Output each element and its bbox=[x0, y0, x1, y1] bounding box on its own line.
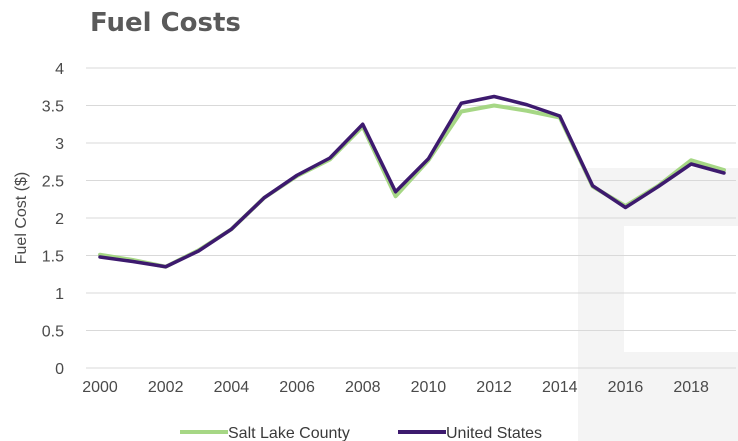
x-tick-label: 2006 bbox=[279, 379, 315, 396]
x-tick-label: 2012 bbox=[476, 379, 512, 396]
y-tick-label: 3 bbox=[55, 136, 64, 153]
gridlines bbox=[86, 67, 736, 369]
x-tick-label: 2010 bbox=[411, 379, 447, 396]
y-axis-title: Fuel Cost ($) bbox=[13, 172, 30, 264]
y-tick-label: 3.5 bbox=[42, 99, 64, 116]
x-tick-label: 2004 bbox=[214, 379, 250, 396]
x-tick-label: 2016 bbox=[608, 379, 644, 396]
y-axis-ticks: 0 0.5 1 1.5 2 2.5 3 3.5 4 bbox=[42, 61, 64, 378]
x-tick-label: 2002 bbox=[148, 379, 184, 396]
y-tick-label: 2 bbox=[55, 211, 64, 228]
x-axis-ticks: 2000 2002 2004 2006 2008 2010 2012 2014 2016 2018 bbox=[82, 379, 709, 396]
series-lines bbox=[98, 94, 726, 269]
y-tick-label: 1.5 bbox=[42, 249, 64, 266]
x-tick-label: 2018 bbox=[673, 379, 709, 396]
legend-label: Salt Lake County bbox=[228, 425, 350, 441]
x-tick-label: 2014 bbox=[542, 379, 578, 396]
series-line-united-states bbox=[98, 94, 726, 269]
x-tick-label: 2008 bbox=[345, 379, 381, 396]
legend-label: United States bbox=[446, 425, 542, 441]
watermark-shape bbox=[578, 168, 738, 441]
legend: Salt Lake County United States bbox=[180, 425, 542, 441]
chart-title: Fuel Costs bbox=[90, 8, 241, 38]
x-tick-label: 2000 bbox=[82, 379, 118, 396]
y-tick-label: 0.5 bbox=[42, 324, 64, 341]
y-tick-label: 4 bbox=[55, 61, 64, 78]
y-tick-label: 0 bbox=[55, 361, 64, 378]
y-tick-label: 2.5 bbox=[42, 174, 64, 191]
y-tick-label: 1 bbox=[55, 286, 64, 303]
